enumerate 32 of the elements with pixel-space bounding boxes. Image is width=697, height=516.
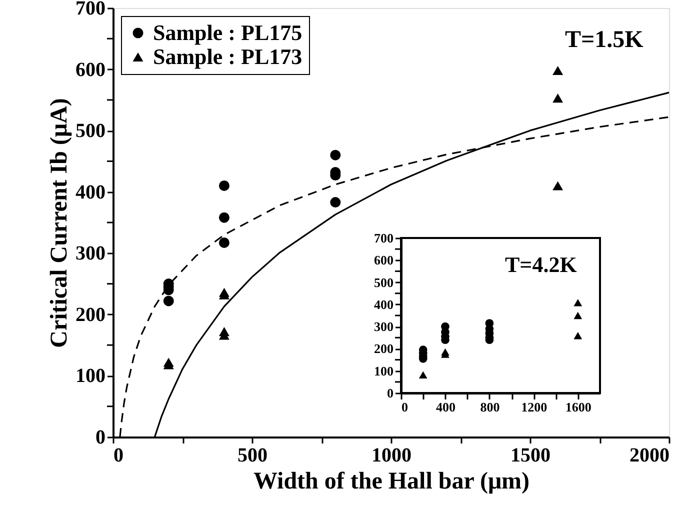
y-tick-label: 300 [76, 242, 106, 265]
annotation: T=1.5K [565, 27, 644, 53]
x-tick-label: 1500 [510, 444, 550, 466]
y-tick-label: 600 [76, 58, 106, 81]
y-tick-label: 700 [374, 230, 394, 246]
x-tick-label: 500 [238, 444, 268, 466]
x-tick-label: 0 [114, 444, 124, 466]
legend-label: Sample : PL175 [153, 20, 302, 45]
y-tick-label: 500 [374, 274, 394, 290]
y-tick-label: 200 [76, 304, 106, 326]
x-tick-label: 400 [436, 400, 456, 414]
y-tick-label: 0 [387, 386, 394, 400]
x-axis-title: Width of the Hall bar (μm) [253, 468, 530, 494]
y-tick-label: 200 [374, 341, 394, 356]
y-tick-label: 400 [374, 296, 394, 312]
y-tick-label: 100 [76, 365, 106, 388]
x-tick-label: 1600 [565, 400, 592, 414]
y-axis-title: Critical Current Ib (μA) [46, 98, 72, 348]
y-tick-label: 0 [96, 426, 106, 448]
y-tick-label: 700 [76, 0, 106, 20]
y-tick-label: 500 [76, 120, 106, 142]
y-tick-label: 300 [374, 319, 394, 334]
legend-label: Sample : PL173 [153, 44, 302, 69]
annotation: T=4.2K [505, 252, 577, 277]
x-tick-label: 1200 [521, 400, 548, 414]
x-tick-label: 1000 [372, 444, 412, 466]
y-tick-label: 600 [374, 252, 394, 268]
x-tick-label: 0 [402, 400, 408, 414]
y-tick-label: 100 [374, 363, 394, 378]
x-tick-label: 800 [480, 400, 500, 414]
y-tick-label: 400 [76, 181, 106, 204]
x-tick-label: 2000 [630, 444, 670, 466]
